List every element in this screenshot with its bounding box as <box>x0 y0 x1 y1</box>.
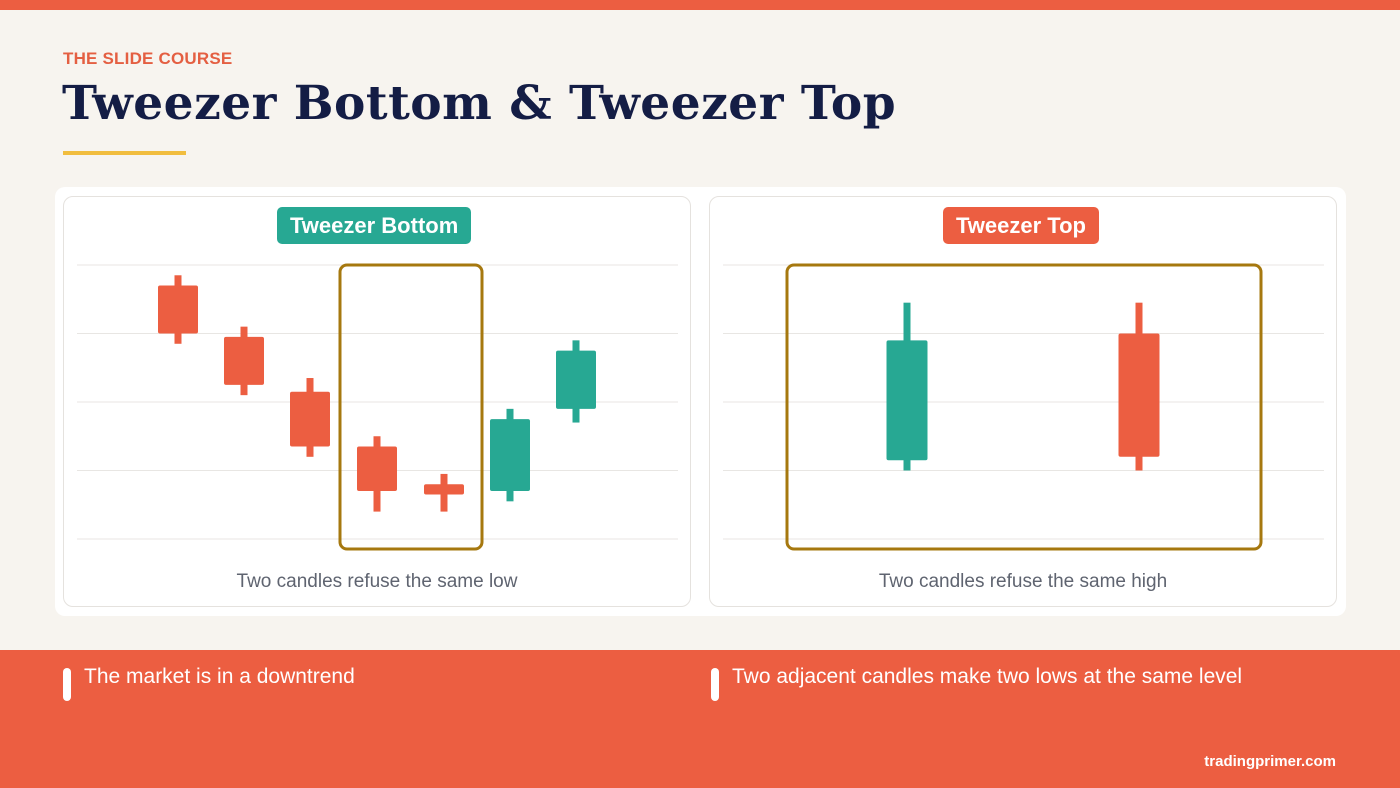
tweezer-bottom-chart <box>77 263 678 551</box>
candle-body <box>886 340 928 461</box>
course-kicker: THE SLIDE COURSE <box>63 49 233 68</box>
highlight-box <box>338 263 484 551</box>
bullet-two-lows: Two adjacent candles make two lows at th… <box>711 666 1242 701</box>
bullet-marker <box>63 668 71 701</box>
highlight-box <box>785 263 1263 551</box>
tweezer-bottom-title: Tweezer Bottom <box>277 207 472 244</box>
candle-body <box>424 484 464 495</box>
bullet-downtrend: The market is in a downtrend <box>63 666 355 701</box>
candle-body <box>556 350 596 409</box>
tweezer-bottom-panel: Tweezer Bottom Two candles refuse the sa… <box>63 196 691 607</box>
candle-body <box>290 391 330 447</box>
candle-body <box>224 336 264 385</box>
slide-title: Tweezer Bottom & Tweezer Top <box>62 76 897 131</box>
candle-body <box>158 285 198 334</box>
tweezer-bottom-caption: Two candles refuse the same low <box>236 571 518 592</box>
candle-body <box>490 419 530 492</box>
bullet-text: The market is in a downtrend <box>84 665 355 688</box>
tweezer-top-panel: Tweezer Top Two candles refuse the same … <box>709 196 1337 607</box>
bullet-text: Two adjacent candles make two lows at th… <box>732 665 1243 688</box>
tweezer-top-caption: Two candles refuse the same high <box>878 571 1168 592</box>
tweezer-top-chart <box>723 263 1324 551</box>
title-underline <box>63 151 186 155</box>
candle-body <box>1118 333 1160 457</box>
footer-site: tradingprimer.com <box>1204 753 1336 770</box>
tweezer-top-title: Tweezer Top <box>943 207 1099 244</box>
bullet-marker <box>711 668 719 701</box>
top-stripe <box>0 0 1400 10</box>
candle-body <box>357 446 397 492</box>
bottom-band <box>0 650 1400 788</box>
